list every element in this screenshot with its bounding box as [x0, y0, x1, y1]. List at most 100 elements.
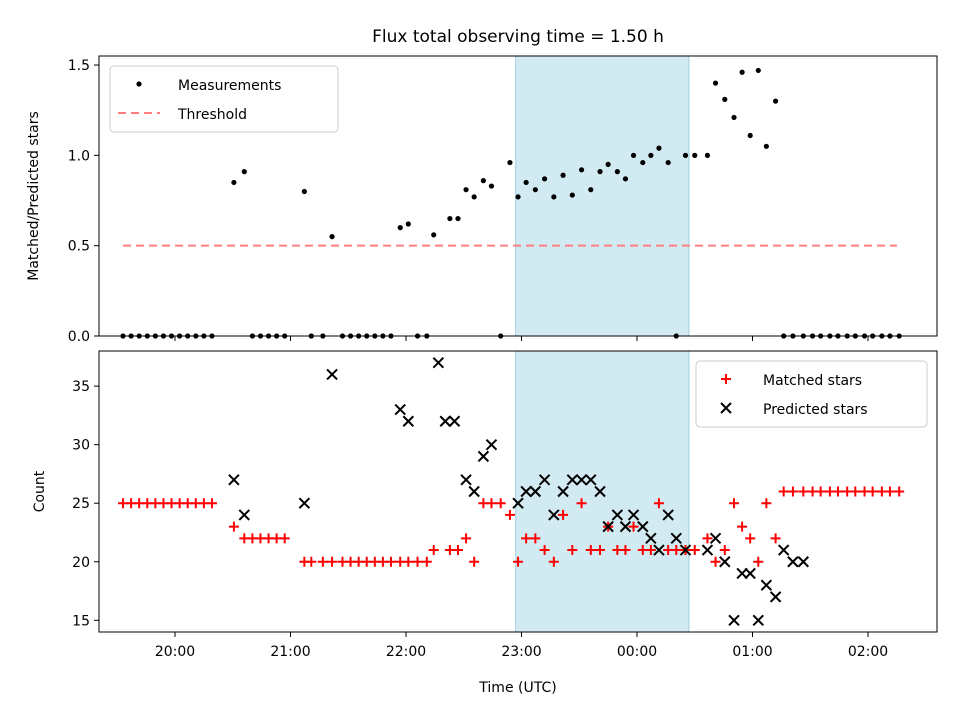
measurement-point [249, 333, 255, 339]
measurement-point [463, 187, 469, 193]
x-tick-label: 23:00 [501, 644, 541, 660]
matched-point [671, 545, 682, 556]
matched-point [653, 498, 664, 509]
predicted-point [520, 485, 532, 498]
legend-label-threshold: Threshold [177, 107, 247, 123]
predicted-point [701, 544, 714, 556]
matched-point [729, 498, 740, 509]
matched-point [753, 556, 764, 567]
matched-point [521, 533, 532, 544]
measurement-point [480, 178, 486, 184]
predicted-point [557, 485, 569, 498]
highlight-span [515, 350, 690, 633]
measurement-point [773, 98, 779, 104]
measurement-point [380, 333, 386, 339]
legend-label-matched: Matched stars [763, 373, 862, 389]
measurement-point [861, 333, 868, 339]
matched-point [513, 556, 524, 567]
measurement-point [414, 333, 421, 339]
highlight-span [515, 55, 690, 337]
matched-point [327, 556, 338, 567]
matched-point [737, 521, 748, 532]
predicted-point [709, 532, 722, 545]
measurement-point [622, 176, 629, 182]
legend-label-measurements: Measurements [178, 78, 281, 94]
predicted-point [585, 474, 597, 486]
measurement-point [551, 194, 557, 200]
matched-point [850, 486, 861, 497]
measurement-point [274, 333, 280, 339]
matched-point [778, 486, 789, 497]
predicted-point [468, 485, 480, 498]
predicted-point [477, 450, 490, 463]
matched-point [539, 545, 550, 556]
measurement-point [177, 333, 183, 339]
x-tick-label: 21:00 [270, 644, 310, 660]
predicted-point [752, 614, 764, 626]
predicted-point [760, 579, 773, 591]
matched-point [867, 486, 878, 497]
measurement-point [852, 333, 858, 339]
axes-frame [98, 55, 938, 337]
measurement-point [308, 333, 314, 339]
matched-point [689, 545, 700, 556]
count-panel: 15 20 25 30 35 Count 20:00 21:00 22:00 23:00 00:00… [32, 350, 938, 660]
measurement-point [523, 179, 529, 186]
measurement-point [168, 333, 175, 339]
measurement-point [870, 333, 876, 339]
legend-marker-matched [721, 374, 731, 384]
matched-point [595, 545, 606, 556]
matched-point [770, 533, 781, 544]
measurement-point [388, 333, 394, 339]
measurement-point [347, 333, 354, 339]
matched-point [548, 556, 559, 567]
legend-label-predicted: Predicted stars [763, 402, 868, 418]
measurement-point [160, 333, 167, 339]
measurement-point [372, 333, 378, 339]
matched-point [461, 533, 472, 544]
predicted-point [744, 567, 756, 580]
matched-point [620, 545, 631, 556]
measurement-point [364, 333, 370, 339]
matched-point [228, 521, 239, 532]
measurement-point [800, 333, 806, 339]
predicted-point [575, 474, 588, 486]
y-tick-label: 1.0 [68, 148, 90, 164]
matched-point [628, 521, 639, 532]
matched-point [558, 509, 569, 520]
x-axis-label: Time (UTC) [478, 680, 556, 696]
measurement-point [809, 333, 816, 339]
measurement-point [455, 215, 461, 222]
y-tick-label: 20 [72, 555, 90, 571]
matched-point [832, 486, 843, 497]
predicted-point [448, 415, 461, 427]
measurement-point [887, 333, 893, 339]
measurement-point [405, 221, 411, 227]
measurement-point [614, 169, 620, 175]
predicted-point [619, 520, 632, 533]
predicted-point [719, 556, 731, 568]
predicted-point [529, 485, 542, 498]
predicted-point [566, 474, 579, 486]
matched-point [306, 556, 317, 567]
predicted-point [512, 497, 524, 509]
measurement-point [193, 333, 199, 339]
measurement-point [588, 187, 594, 193]
matched-point [486, 498, 497, 509]
measurement-point [827, 333, 833, 339]
predicted-point [485, 438, 498, 451]
predicted-point [402, 415, 415, 427]
y-tick-label: 35 [72, 379, 90, 395]
measurement-point [640, 159, 646, 166]
chart-title: Flux total observing time = 1.50 h [372, 27, 664, 47]
predicted-point [728, 614, 740, 626]
predicted-point [432, 357, 445, 369]
measurement-point [763, 143, 769, 149]
measurement-point [731, 114, 737, 121]
matched-point [585, 545, 596, 556]
matched-point [317, 556, 328, 567]
matched-point [206, 498, 217, 509]
measurement-point [209, 333, 215, 339]
predicted-point [602, 520, 614, 533]
predicted-point [797, 556, 810, 568]
